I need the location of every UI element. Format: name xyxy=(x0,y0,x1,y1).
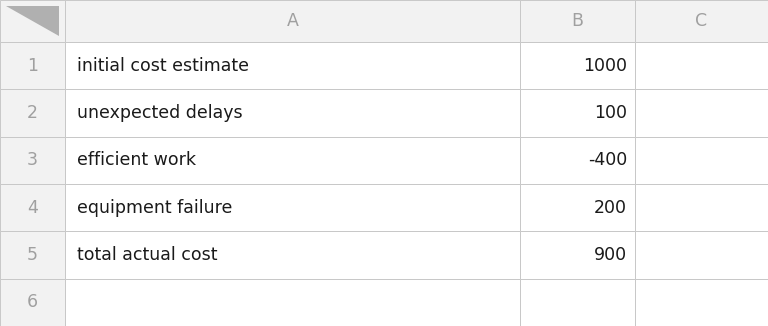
Bar xyxy=(65,89,520,137)
Bar xyxy=(65,184,520,231)
Bar xyxy=(635,184,768,231)
Bar xyxy=(635,89,768,137)
Bar xyxy=(0,231,65,279)
Bar xyxy=(0,137,65,184)
Bar xyxy=(520,0,635,42)
Text: 1000: 1000 xyxy=(583,57,627,75)
Text: -400: -400 xyxy=(588,151,627,169)
Text: A: A xyxy=(286,12,299,30)
Text: equipment failure: equipment failure xyxy=(77,199,233,217)
Bar xyxy=(635,42,768,89)
Bar xyxy=(65,279,520,326)
Bar xyxy=(635,231,768,279)
Bar xyxy=(65,137,520,184)
Text: total actual cost: total actual cost xyxy=(77,246,217,264)
Text: 6: 6 xyxy=(27,293,38,311)
Text: 1: 1 xyxy=(27,57,38,75)
Bar xyxy=(635,0,768,42)
Bar xyxy=(65,42,520,89)
Text: 100: 100 xyxy=(594,104,627,122)
Bar xyxy=(0,184,65,231)
Text: C: C xyxy=(696,12,707,30)
Text: 4: 4 xyxy=(27,199,38,217)
Bar xyxy=(65,231,520,279)
Text: 3: 3 xyxy=(27,151,38,169)
Bar xyxy=(520,137,635,184)
Bar xyxy=(520,42,635,89)
Bar xyxy=(65,0,520,42)
Bar xyxy=(635,279,768,326)
Bar xyxy=(0,279,65,326)
Bar xyxy=(520,89,635,137)
Text: 200: 200 xyxy=(594,199,627,217)
Polygon shape xyxy=(6,6,59,36)
Text: unexpected delays: unexpected delays xyxy=(77,104,243,122)
Bar xyxy=(520,231,635,279)
Text: 5: 5 xyxy=(27,246,38,264)
Text: initial cost estimate: initial cost estimate xyxy=(77,57,249,75)
Text: efficient work: efficient work xyxy=(77,151,196,169)
Text: B: B xyxy=(571,12,584,30)
Bar xyxy=(520,184,635,231)
Bar xyxy=(635,137,768,184)
Bar xyxy=(0,89,65,137)
Text: 900: 900 xyxy=(594,246,627,264)
Text: 2: 2 xyxy=(27,104,38,122)
Bar xyxy=(520,279,635,326)
Bar xyxy=(0,0,65,42)
Bar xyxy=(0,42,65,89)
